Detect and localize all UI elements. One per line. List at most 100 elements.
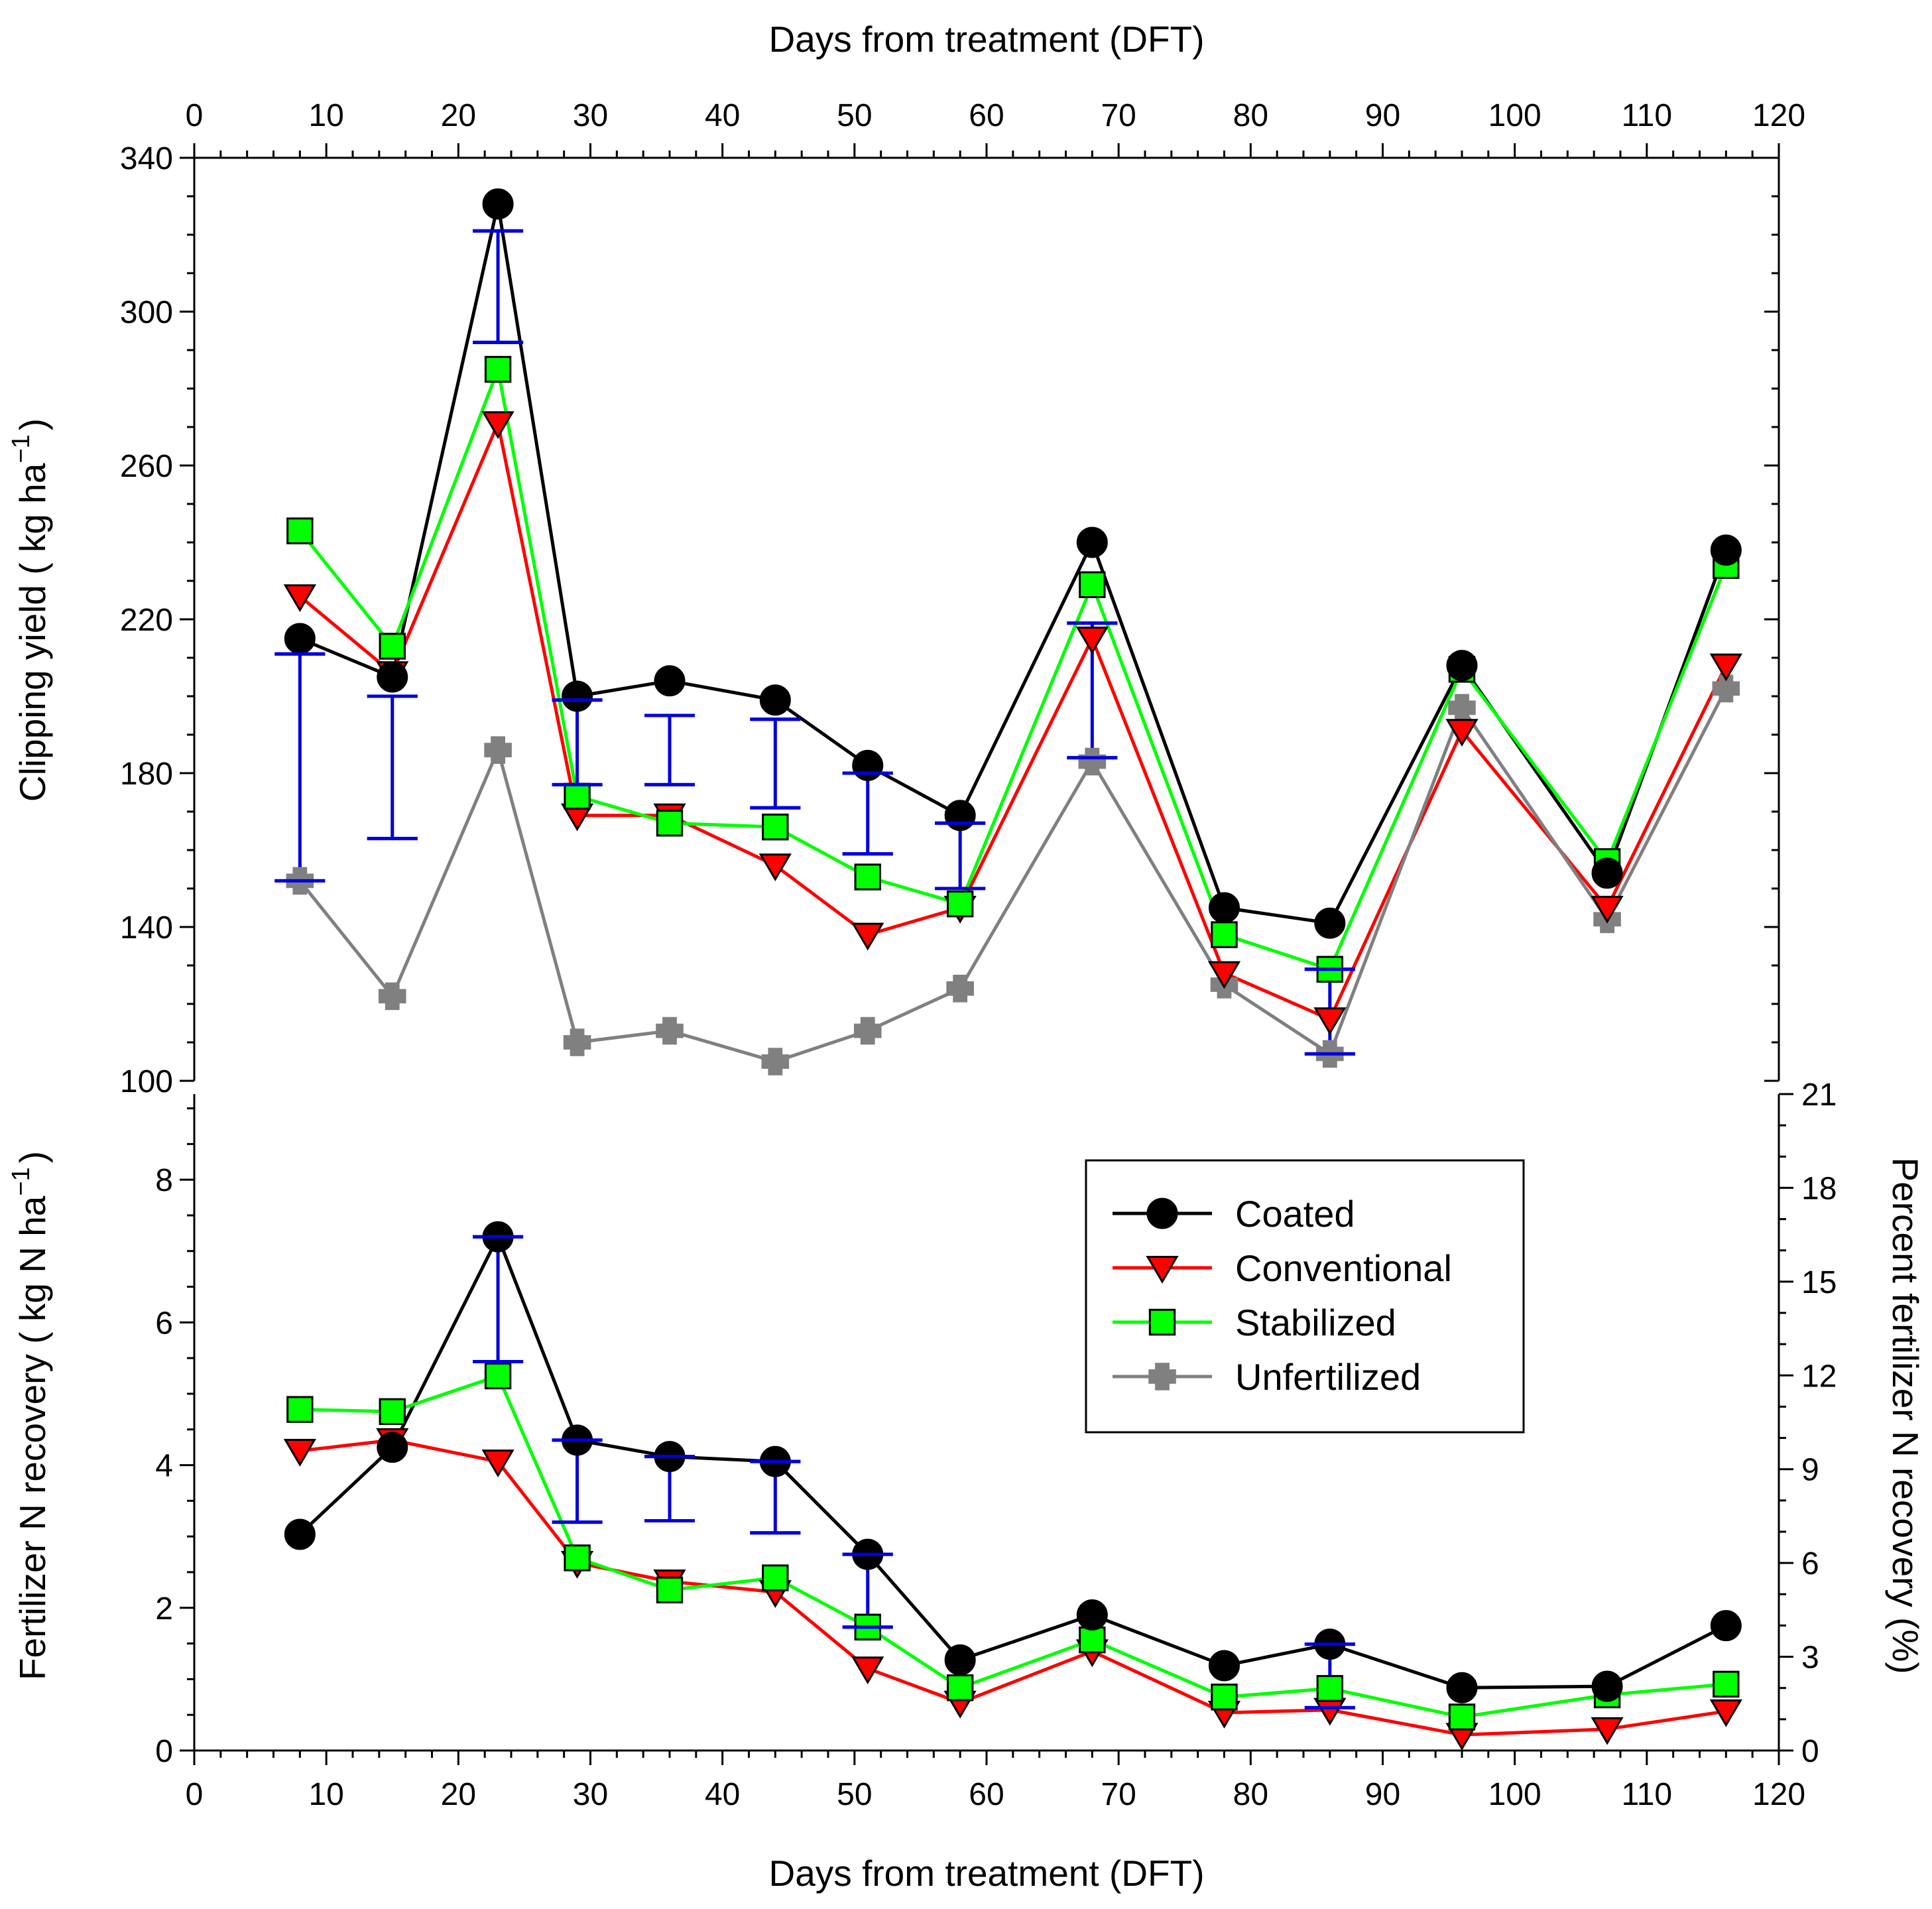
- y-axis-title-bottom-superscript: −1: [7, 1167, 35, 1196]
- top-point-unfertilized: [656, 1016, 684, 1045]
- bottom-y-tick-label: 4: [155, 1449, 173, 1484]
- top-point-coated: [1314, 907, 1346, 939]
- bottom-x-tick-label: 30: [573, 1777, 608, 1812]
- bottom-point-stabilized: [564, 1544, 591, 1571]
- y2-tick-label: 21: [1801, 1078, 1837, 1113]
- top-point-coated: [1446, 650, 1478, 682]
- bottom-x-tick-label: 60: [969, 1777, 1004, 1812]
- bottom-x-tick-label: 40: [705, 1777, 740, 1812]
- bottom-y-tick-label: 0: [155, 1734, 173, 1769]
- top-point-unfertilized: [563, 1028, 591, 1056]
- top-point-unfertilized: [1712, 674, 1740, 703]
- bottom-point-stabilized: [1079, 1627, 1106, 1654]
- y-axis-title-top-end: ): [12, 418, 53, 430]
- top-point-conventional: [1445, 719, 1479, 747]
- top-y-tick-label: 300: [120, 295, 173, 330]
- top-point-unfertilized: [484, 736, 512, 764]
- bottom-x-tick-label: 100: [1488, 1777, 1541, 1812]
- top-point-unfertilized: [946, 975, 974, 1003]
- top-point-stabilized: [656, 810, 684, 837]
- top-x-tick-label: 30: [573, 98, 608, 133]
- bottom-line-stabilized: [300, 1374, 1726, 1719]
- y2-tick-label: 6: [1801, 1546, 1819, 1581]
- top-x-tick-label: 40: [705, 98, 740, 133]
- bottom-x-tick-label: 80: [1233, 1777, 1268, 1812]
- top-point-conventional: [851, 922, 884, 951]
- y2-tick-label: 0: [1801, 1734, 1819, 1769]
- bottom-point-stabilized: [484, 1362, 512, 1390]
- top-point-conventional: [758, 853, 792, 882]
- y-axis-title-top: Clipping yield ( kg ha−1): [7, 418, 53, 802]
- top-point-coated: [1710, 534, 1742, 566]
- top-point-stabilized: [564, 782, 591, 810]
- top-error-bars-overlay: [274, 229, 1355, 1056]
- top-y-tick-label: 100: [120, 1064, 173, 1099]
- top-x-tick-label: 60: [969, 98, 1004, 133]
- legend-marker-unfertilized: [1148, 1363, 1176, 1390]
- bottom-point-coated: [944, 1644, 976, 1676]
- top-point-conventional: [1709, 653, 1742, 682]
- top-x-tick-label: 10: [308, 98, 343, 133]
- bottom-point-stabilized: [762, 1564, 789, 1591]
- top-point-stabilized: [1079, 571, 1106, 598]
- bottom-x-tick-label: 120: [1752, 1777, 1805, 1812]
- top-point-coated: [852, 749, 884, 781]
- y-axis-title-top-text: Clipping yield ( kg ha: [12, 463, 53, 802]
- top-point-unfertilized: [1078, 747, 1107, 776]
- bottom-point-coated: [1591, 1670, 1623, 1702]
- top-point-unfertilized: [853, 1016, 882, 1045]
- top-point-conventional: [1313, 1007, 1347, 1036]
- top-x-tick-label: 90: [1365, 98, 1400, 133]
- top-y-tick-label: 140: [120, 910, 173, 946]
- y2-tick-label: 3: [1801, 1640, 1819, 1676]
- bottom-point-stabilized: [656, 1576, 684, 1604]
- x-axis-title-top: Days from treatment (DFT): [768, 19, 1204, 60]
- top-point-conventional: [1207, 961, 1241, 989]
- top-x-tick-label: 80: [1233, 98, 1268, 133]
- bottom-point-coated: [1710, 1610, 1742, 1642]
- y2-tick-label: 9: [1801, 1453, 1819, 1488]
- x-axis-title-bottom: Days from treatment (DFT): [768, 1853, 1204, 1894]
- top-y-tick-label: 340: [120, 141, 173, 176]
- top-point-unfertilized: [378, 982, 406, 1011]
- top-y-tick-label: 260: [120, 449, 173, 484]
- legend-label-conventional: Conventional: [1235, 1247, 1452, 1289]
- bottom-x-tick-label: 70: [1101, 1777, 1136, 1812]
- top-point-coated: [284, 623, 316, 654]
- bottom-error-bars-overlay: [473, 1235, 1355, 1709]
- bottom-point-coated: [284, 1518, 316, 1550]
- top-point-coated: [377, 661, 408, 693]
- bottom-point-stabilized: [1211, 1684, 1238, 1711]
- top-point-stabilized: [854, 863, 881, 891]
- top-point-coated: [759, 684, 791, 716]
- bottom-point-stabilized: [379, 1398, 406, 1426]
- top-point-coated: [562, 680, 593, 712]
- top-x-tick-label: 110: [1622, 98, 1673, 133]
- top-x-tick-label: 0: [186, 98, 204, 133]
- top-point-coated: [1076, 526, 1108, 558]
- top-point-stabilized: [286, 517, 314, 544]
- bottom-x-tick-label: 20: [441, 1777, 476, 1812]
- y2-tick-label: 12: [1801, 1359, 1837, 1394]
- bottom-point-stabilized: [1316, 1675, 1344, 1702]
- y2-tick-label: 15: [1801, 1265, 1837, 1300]
- top-y-tick-label: 180: [120, 757, 173, 792]
- top-x-tick-label: 50: [837, 98, 872, 133]
- bottom-x-tick-label: 90: [1365, 1777, 1400, 1812]
- top-line-unfertilized: [298, 688, 1728, 1064]
- legend-label-coated: Coated: [1235, 1193, 1355, 1235]
- bottom-x-tick-label: 110: [1622, 1777, 1673, 1812]
- bottom-point-conventional: [481, 1449, 514, 1478]
- legend-label-stabilized: Stabilized: [1235, 1302, 1396, 1343]
- y-axis-title-bottom-text: Fertilizer N recovery ( kg N ha: [12, 1196, 53, 1680]
- y-axis-title-top-superscript: −1: [7, 434, 35, 463]
- bottom-point-conventional: [283, 1439, 316, 1467]
- top-x-tick-label: 20: [441, 98, 476, 133]
- top-line-conventional: [298, 421, 1728, 1021]
- bottom-point-coated: [1209, 1650, 1240, 1682]
- top-point-conventional: [481, 411, 514, 440]
- bottom-point-conventional: [1591, 1717, 1624, 1745]
